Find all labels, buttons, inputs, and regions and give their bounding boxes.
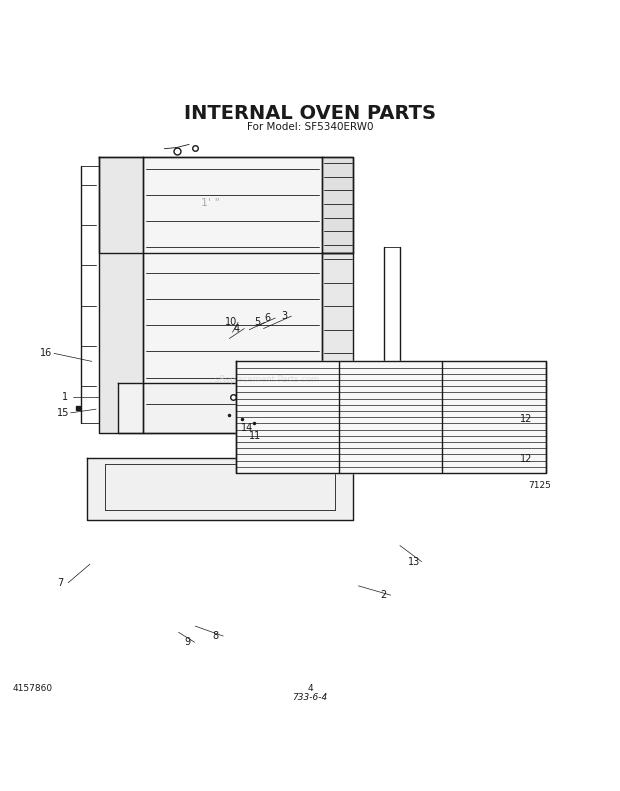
Text: 1' ": 1' " [202, 199, 220, 208]
Text: INTERNAL OVEN PARTS: INTERNAL OVEN PARTS [184, 104, 436, 123]
Text: 7: 7 [58, 577, 64, 588]
Text: 16: 16 [40, 348, 53, 358]
Text: 2: 2 [380, 590, 386, 600]
Polygon shape [236, 361, 546, 473]
Text: 11: 11 [249, 431, 262, 441]
Text: 12: 12 [520, 454, 532, 464]
Text: 4157860: 4157860 [12, 683, 53, 693]
Text: 7125: 7125 [528, 481, 551, 490]
Text: 12: 12 [520, 414, 532, 424]
Polygon shape [99, 157, 353, 253]
Text: 733-6-4: 733-6-4 [293, 693, 327, 702]
Text: 8: 8 [213, 631, 219, 641]
Text: For Model: SF5340ERW0: For Model: SF5340ERW0 [247, 122, 373, 132]
Text: 10: 10 [224, 317, 237, 327]
Polygon shape [118, 383, 378, 433]
Text: 5: 5 [254, 317, 260, 327]
Text: 6: 6 [265, 313, 271, 323]
Text: 1: 1 [62, 392, 68, 402]
Polygon shape [143, 157, 322, 433]
Polygon shape [87, 457, 353, 520]
Text: 3: 3 [281, 311, 287, 321]
Polygon shape [322, 253, 353, 433]
Text: 15: 15 [57, 408, 69, 418]
Text: 4: 4 [234, 324, 240, 334]
Text: 9: 9 [184, 638, 190, 647]
Text: 14: 14 [241, 422, 253, 433]
Polygon shape [99, 157, 143, 433]
Text: 4: 4 [307, 683, 313, 693]
Polygon shape [322, 157, 353, 253]
Text: sReplacement Parts.com: sReplacement Parts.com [215, 376, 319, 384]
Text: 13: 13 [408, 557, 420, 566]
